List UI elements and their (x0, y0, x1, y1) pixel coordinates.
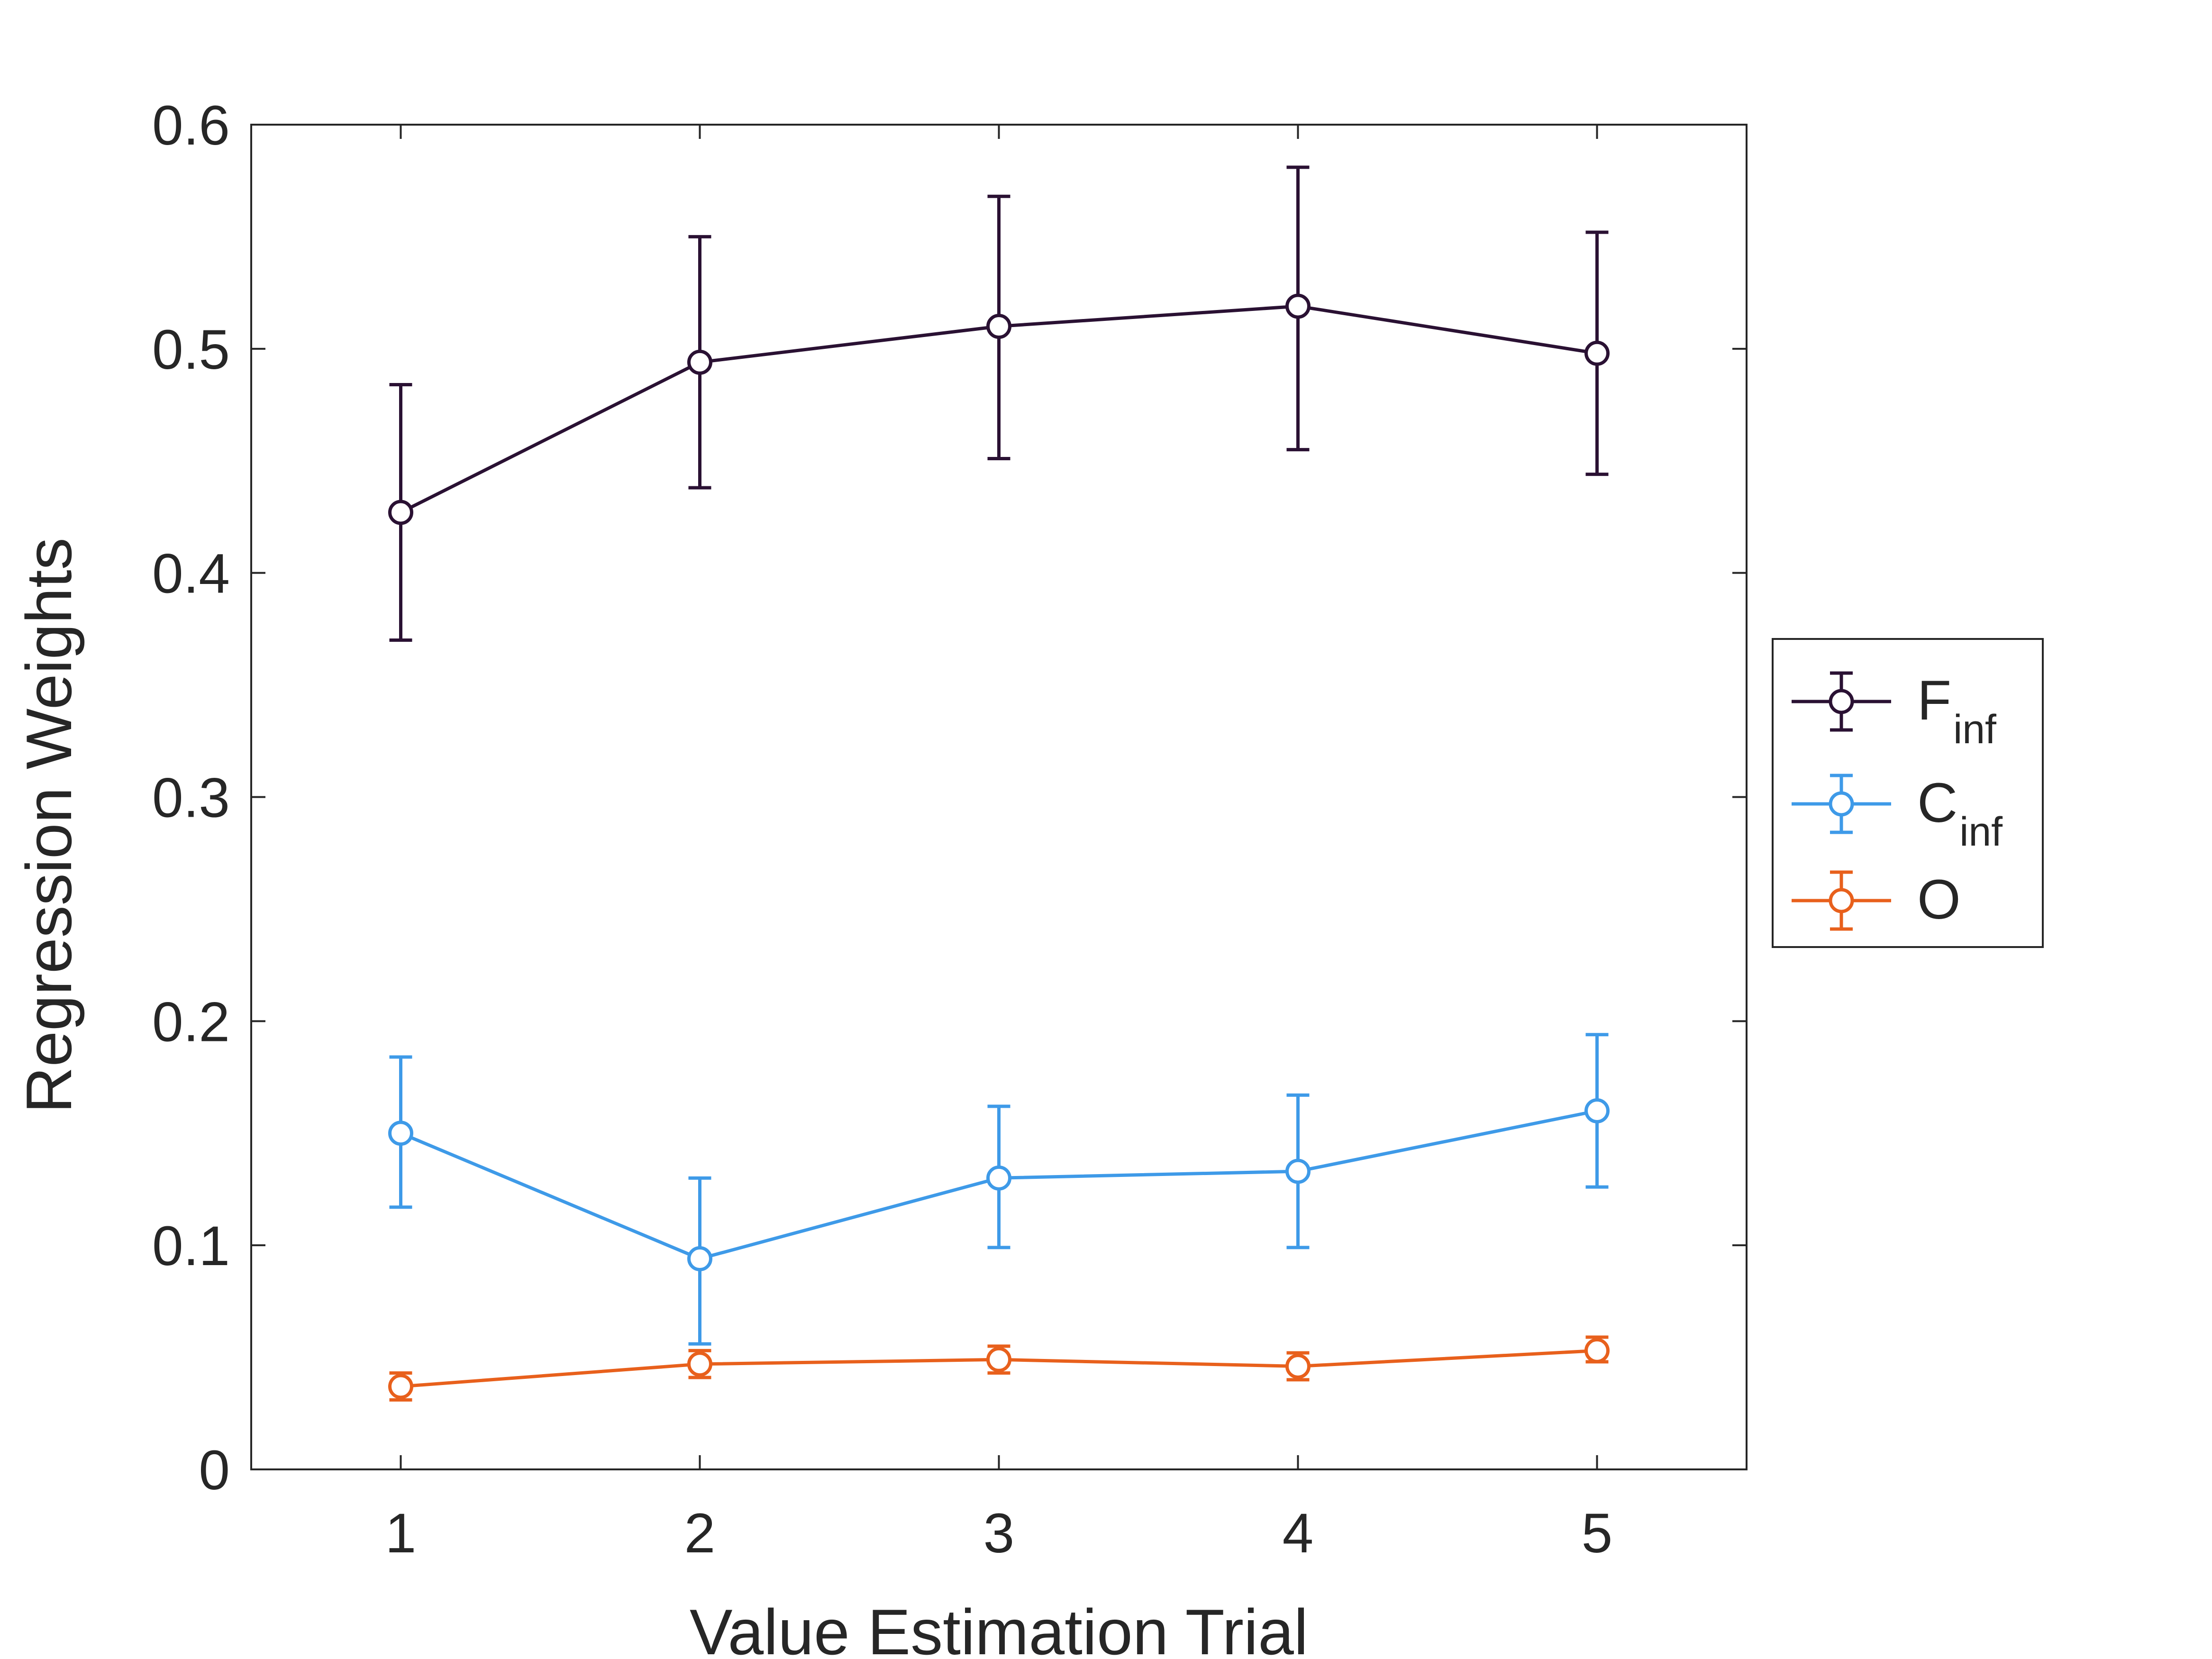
legend-box (1772, 638, 2044, 948)
legend-entry: Finf (1792, 669, 1997, 752)
x-tick-label: 4 (1283, 1502, 1314, 1565)
x-tick-label: 2 (684, 1502, 716, 1565)
y-tick-label: 0.4 (152, 543, 230, 605)
y-tick-label: 0.6 (152, 94, 230, 157)
data-point (986, 314, 1011, 339)
y-tick-label: 0.2 (152, 991, 230, 1053)
y-tick-label: 0.5 (152, 319, 230, 381)
x-axis-title: Value Estimation Trial (690, 1596, 1308, 1659)
plot-area: 0 0.1 0.2 0.3 0.4 0.5 0.6 1 2 3 4 5 (152, 94, 1748, 1565)
data-point (1285, 1158, 1311, 1184)
data-point (687, 1351, 712, 1377)
legend-marker (1829, 689, 1854, 714)
data-point (687, 1246, 712, 1272)
x-tick-label: 3 (983, 1502, 1015, 1565)
legend-label-subscript: inf (1953, 707, 1997, 752)
legend-label: O (1917, 868, 1961, 931)
data-point (388, 1374, 413, 1399)
data-point (1584, 1098, 1610, 1123)
series-finf (388, 165, 1610, 642)
legend-entry: O (1792, 868, 1961, 931)
legend-label: Finf (1917, 669, 1997, 752)
data-point (1285, 1353, 1311, 1379)
y-tick-label: 0 (199, 1439, 230, 1502)
x-tick-label: 5 (1582, 1502, 1613, 1565)
legend-label-main: C (1917, 772, 1957, 834)
legend-label-main: O (1917, 868, 1961, 931)
series-o (388, 1335, 1610, 1402)
legend-label: Cinf (1917, 772, 2003, 855)
y-tick-label: 0.3 (152, 767, 230, 830)
legend-entry: Cinf (1792, 772, 2003, 855)
data-point (1285, 293, 1311, 319)
data-point (687, 349, 712, 375)
data-point (986, 1165, 1011, 1191)
legend-label-main: F (1917, 669, 1951, 732)
legend-label-subscript: inf (1959, 809, 2003, 855)
data-point (1584, 1338, 1610, 1363)
data-point (388, 500, 413, 525)
data-point (986, 1347, 1011, 1372)
legend-marker (1829, 888, 1854, 913)
x-tick-label: 1 (385, 1502, 417, 1565)
y-tick-label: 0.1 (152, 1215, 230, 1277)
data-point (1584, 340, 1610, 366)
y-axis-title: Regression Weights (13, 538, 85, 1113)
legend-marker (1829, 791, 1854, 817)
data-point (388, 1121, 413, 1146)
series-cinf (388, 1033, 1610, 1346)
